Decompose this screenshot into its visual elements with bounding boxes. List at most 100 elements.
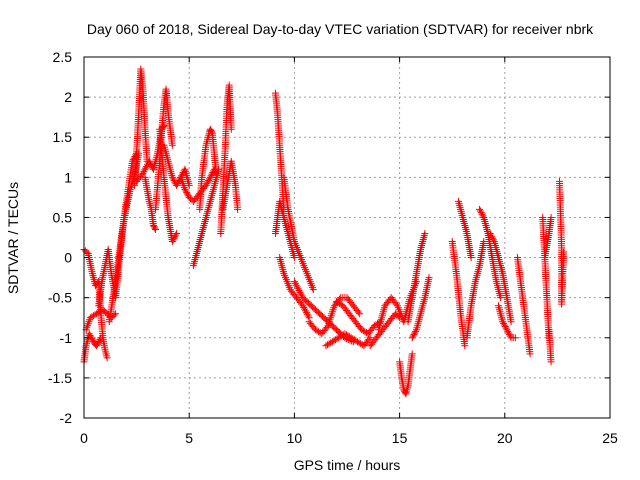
data-track [105,149,143,326]
data-point [227,125,235,133]
data-track [177,165,218,205]
data-point [172,231,180,239]
data-track [130,65,151,189]
data-point [145,157,153,165]
data-point [183,189,191,197]
data-point [478,210,486,218]
data-point [302,307,310,315]
data-point [547,358,555,366]
data-track [152,85,176,213]
data-track [156,125,181,246]
data-point [323,323,331,331]
data-point [356,310,364,318]
data-point [411,329,419,337]
data-point [300,303,308,311]
data-point [547,213,555,221]
data-point [506,332,514,340]
data-point [362,329,370,337]
data-point [152,225,160,233]
data-point [168,238,176,246]
data-track [160,141,193,189]
x-tick-label: 25 [602,430,618,446]
data-point [500,321,508,329]
data-point [296,288,304,296]
data-point [173,229,181,237]
data-point [302,309,310,317]
data-track [404,229,429,326]
data-point [209,169,217,177]
data-track [408,274,433,342]
data-point [184,190,192,198]
data-track [486,229,515,326]
data-track [513,254,534,358]
data-point [560,248,568,256]
data-point [316,329,324,337]
data-point [366,334,374,342]
data-point [425,274,433,282]
data-point [408,350,416,358]
data-point [87,333,95,341]
data-point [499,318,507,326]
data-point [303,310,311,318]
data-point [208,128,216,136]
data-point [421,229,429,237]
data-point [467,254,475,262]
data-point [103,354,111,362]
data-point [168,141,176,149]
data-point [95,337,103,345]
y-tick-label: -1 [60,330,73,346]
data-point [477,209,485,217]
data-track [366,310,404,350]
data-point [503,326,511,334]
data-point [151,224,159,232]
y-axis-ticks: -2 -1.5 -1 -0.5 0 0.5 1 1.5 2 2.5 [48,49,610,426]
data-point [94,339,102,347]
data-point [409,332,417,340]
x-tick-label: 20 [497,430,513,446]
data-point [202,181,210,189]
data-point [354,308,362,316]
y-tick-label: 2 [64,89,72,105]
data-point [505,331,513,339]
data-points [80,65,568,398]
data-point [141,166,149,174]
data-track [280,173,317,294]
x-tick-label: 10 [287,430,303,446]
grid-lines [84,57,610,418]
data-point [461,342,469,350]
data-track [141,173,160,233]
data-track [396,350,416,398]
data-point [182,187,190,195]
data-track [455,197,475,262]
data-point [410,331,418,339]
data-track [322,330,374,350]
data-point [292,281,300,289]
y-tick-label: 1.5 [53,129,73,145]
data-point [294,285,302,293]
data-track [332,298,385,338]
data-point [93,342,101,350]
data-track [494,302,519,342]
data-point [205,177,213,185]
data-point [412,327,420,335]
data-point [169,175,177,183]
y-tick-label: -2 [60,410,73,426]
data-point [505,329,513,337]
data-point [309,286,317,294]
data-point [295,287,303,295]
y-tick-label: -0.5 [48,290,72,306]
data-track [196,125,221,213]
y-tick-label: 0.5 [53,209,73,225]
data-point [408,334,416,342]
data-track [276,254,313,322]
data-point [476,205,484,213]
data-track [219,157,242,213]
x-tick-label: 15 [392,430,408,446]
data-point [487,231,495,239]
data-point [476,207,484,215]
data-track [463,238,488,342]
data-point [291,279,299,287]
data-track [448,238,469,350]
y-axis-label: SDTVAR / TECUs [5,182,21,294]
data-point [299,302,307,310]
